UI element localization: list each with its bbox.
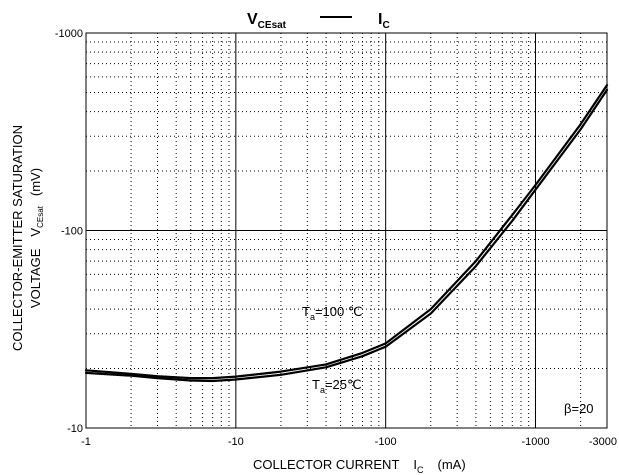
x-tick-label: -1000: [521, 436, 549, 448]
annotation-ta25: Ta=25℃: [312, 377, 362, 395]
major-grid: [86, 33, 607, 428]
y-tick-label: -100: [61, 226, 83, 238]
x-tick-label: -100: [375, 436, 397, 448]
y-axis-label-line1: COLLECTOR-EMITTER SATURATION: [10, 125, 25, 351]
series-layer: [84, 83, 609, 383]
chart-title: VCEsat IC: [247, 11, 390, 31]
y-axis-label-line2: VOLTAGEVCEsat(mV): [28, 168, 45, 308]
x-tick-label: -10: [228, 436, 244, 448]
title-ic: IC: [378, 11, 390, 31]
y-tick-labels: -10 -100 -1000: [55, 28, 83, 435]
x-tick-label: -1: [81, 436, 91, 448]
annotation-beta: β=20: [564, 401, 594, 416]
series-line-ta25: [84, 88, 609, 383]
x-axis-label: COLLECTOR CURRENT IC (mA): [253, 457, 466, 475]
y-tick-label: -10: [67, 423, 83, 435]
series-line-ta100: [84, 83, 609, 380]
minor-grid: [86, 33, 607, 428]
annotation-ta100: Ta=100 ℃: [302, 304, 362, 322]
y-tick-label: -1000: [55, 28, 83, 40]
plot-border: [85, 32, 608, 429]
x-tick-labels: -1 -10 -100 -1000 -3000: [81, 436, 617, 448]
x-tick-label: -3000: [589, 436, 617, 448]
y-axis-label: COLLECTOR-EMITTER SATURATION VOLTAGEVCEs…: [10, 125, 45, 351]
title-vcesat: VCEsat: [247, 11, 287, 31]
